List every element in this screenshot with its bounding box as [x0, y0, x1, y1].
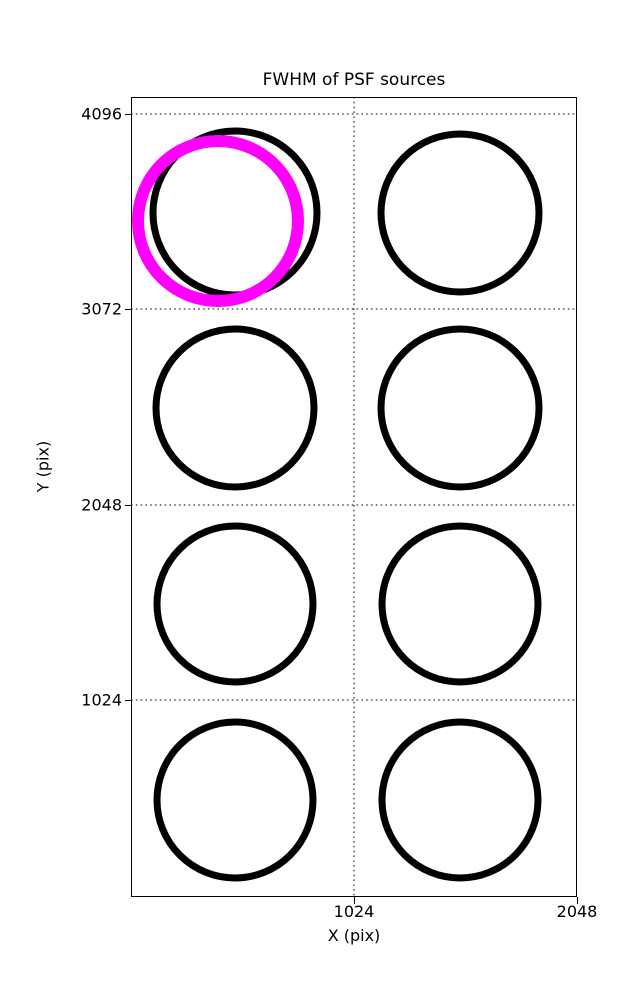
xtick-mark	[354, 897, 355, 904]
xtick-mark	[577, 897, 578, 904]
psf-source-markers	[149, 127, 543, 882]
ytick-label-4096: 4096	[81, 104, 122, 124]
psf-circle	[378, 522, 542, 686]
x-axis-title: X (pix)	[327, 926, 381, 945]
ytick-label-1024: 1024	[81, 690, 122, 710]
xtick-label-1024: 1024	[333, 902, 375, 921]
psf-circle	[377, 130, 543, 296]
psf-circle	[152, 325, 318, 491]
ytick-label-3072: 3072	[81, 299, 122, 319]
ytick-mark	[125, 505, 132, 506]
highlight-circle	[132, 135, 304, 307]
psf-circle	[153, 522, 317, 686]
ytick-label-2048: 2048	[81, 495, 122, 515]
highlighted-source-marker	[132, 135, 304, 307]
psf-circle	[378, 718, 542, 882]
plot-area[interactable]	[131, 97, 577, 897]
y-axis-title: Y (pix)	[33, 440, 53, 493]
ytick-mark	[125, 700, 132, 701]
ytick-label-group: 4096 3072 2048 1024	[0, 0, 122, 1000]
psf-circle	[377, 325, 543, 491]
xtick-label-2048: 2048	[556, 902, 598, 921]
ytick-mark	[125, 309, 132, 310]
ytick-mark	[125, 114, 132, 115]
gridlines	[131, 97, 577, 897]
page-title: FWHM of PSF sources	[262, 70, 446, 90]
psf-circle	[153, 718, 317, 882]
